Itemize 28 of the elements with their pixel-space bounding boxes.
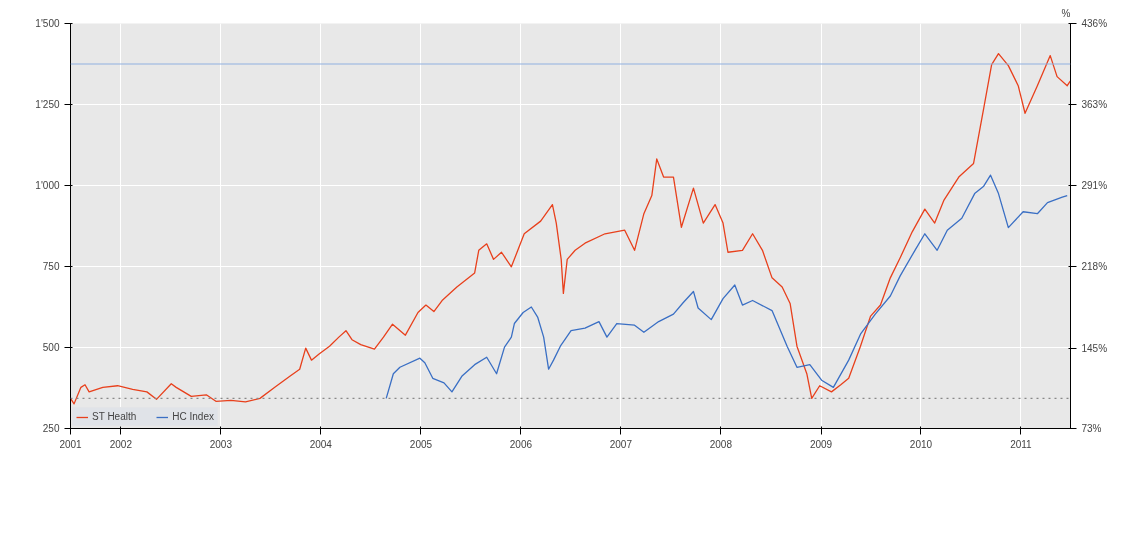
x-tick-label: 2005 [409,438,433,450]
x-tick-label: 2004 [309,438,333,450]
x-tick-label: 2011 [1010,438,1033,450]
legend-label: HC Index [172,411,214,422]
x-tick-label: 2010 [909,438,933,450]
y2-tick-label: 73% [1081,423,1102,434]
y2-tick-label: 145% [1081,342,1108,354]
line-series [70,52,1071,405]
x-tick-label: 2007 [609,438,633,450]
y2-tick-label: 363% [1081,99,1108,111]
y-tick-label: 500 [42,342,60,353]
y2-tick-label: 291% [1081,179,1108,191]
y2-tick-label: 436% [1081,18,1108,29]
x-tick-label: 2001 [59,438,83,450]
y-tick-label: 750 [42,261,60,272]
x-tick-label: 2002 [109,438,133,450]
x-tick-label: 2008 [709,438,733,450]
legend-label: ST Health [92,411,137,422]
y2-axis-title: % [1061,7,1071,19]
line-series [385,174,1068,400]
y-tick-label: 250 [42,423,60,434]
x-tick-label: 2006 [509,438,533,450]
y-tick-label: 1'250 [35,99,60,110]
y-tick-label: 1'000 [35,180,60,191]
x-tick-label: 2003 [209,438,233,450]
y-tick-label: 1'500 [35,18,60,29]
y2-tick-label: 218% [1081,261,1108,273]
x-tick-label: 2009 [809,438,833,450]
